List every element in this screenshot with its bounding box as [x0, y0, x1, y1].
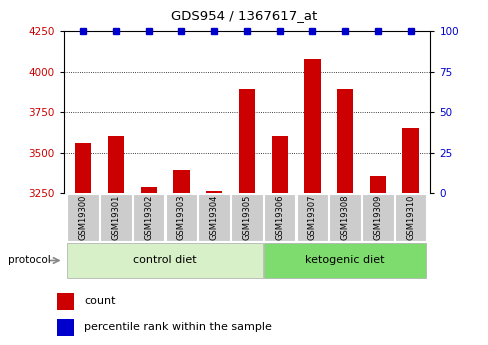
Text: percentile rank within the sample: percentile rank within the sample [84, 322, 271, 332]
FancyBboxPatch shape [362, 194, 393, 240]
Text: GSM19309: GSM19309 [373, 195, 382, 240]
FancyBboxPatch shape [296, 194, 327, 240]
FancyBboxPatch shape [329, 194, 360, 240]
FancyBboxPatch shape [198, 194, 229, 240]
Bar [173, 170, 189, 193]
Text: GSM19300: GSM19300 [79, 195, 87, 240]
Bar [402, 128, 418, 193]
Bar [75, 143, 91, 193]
FancyBboxPatch shape [67, 194, 99, 240]
Text: GSM19301: GSM19301 [111, 195, 120, 240]
Bar [238, 89, 255, 193]
Text: GSM19305: GSM19305 [242, 195, 251, 240]
Text: GSM19303: GSM19303 [177, 195, 185, 240]
Text: GDS954 / 1367617_at: GDS954 / 1367617_at [171, 9, 317, 22]
Text: GSM19308: GSM19308 [340, 195, 349, 240]
Text: GSM19307: GSM19307 [307, 195, 316, 240]
Text: protocol: protocol [8, 256, 51, 265]
FancyBboxPatch shape [67, 244, 262, 277]
Bar [271, 136, 287, 193]
Bar [304, 59, 320, 193]
FancyBboxPatch shape [231, 194, 262, 240]
Bar [57, 319, 74, 336]
Bar [369, 176, 386, 193]
Text: ketogenic diet: ketogenic diet [305, 255, 384, 265]
Bar [140, 187, 157, 193]
FancyBboxPatch shape [100, 194, 131, 240]
Bar [336, 89, 353, 193]
Text: GSM19310: GSM19310 [406, 195, 414, 240]
FancyBboxPatch shape [165, 194, 197, 240]
Text: GSM19304: GSM19304 [209, 195, 218, 240]
Bar [57, 293, 74, 309]
FancyBboxPatch shape [264, 194, 295, 240]
Text: GSM19302: GSM19302 [144, 195, 153, 240]
Text: control diet: control diet [133, 255, 197, 265]
FancyBboxPatch shape [394, 194, 426, 240]
Bar [107, 136, 124, 193]
Text: GSM19306: GSM19306 [275, 195, 284, 240]
Text: count: count [84, 296, 115, 306]
FancyBboxPatch shape [133, 194, 164, 240]
FancyBboxPatch shape [264, 244, 426, 277]
Bar [205, 191, 222, 193]
